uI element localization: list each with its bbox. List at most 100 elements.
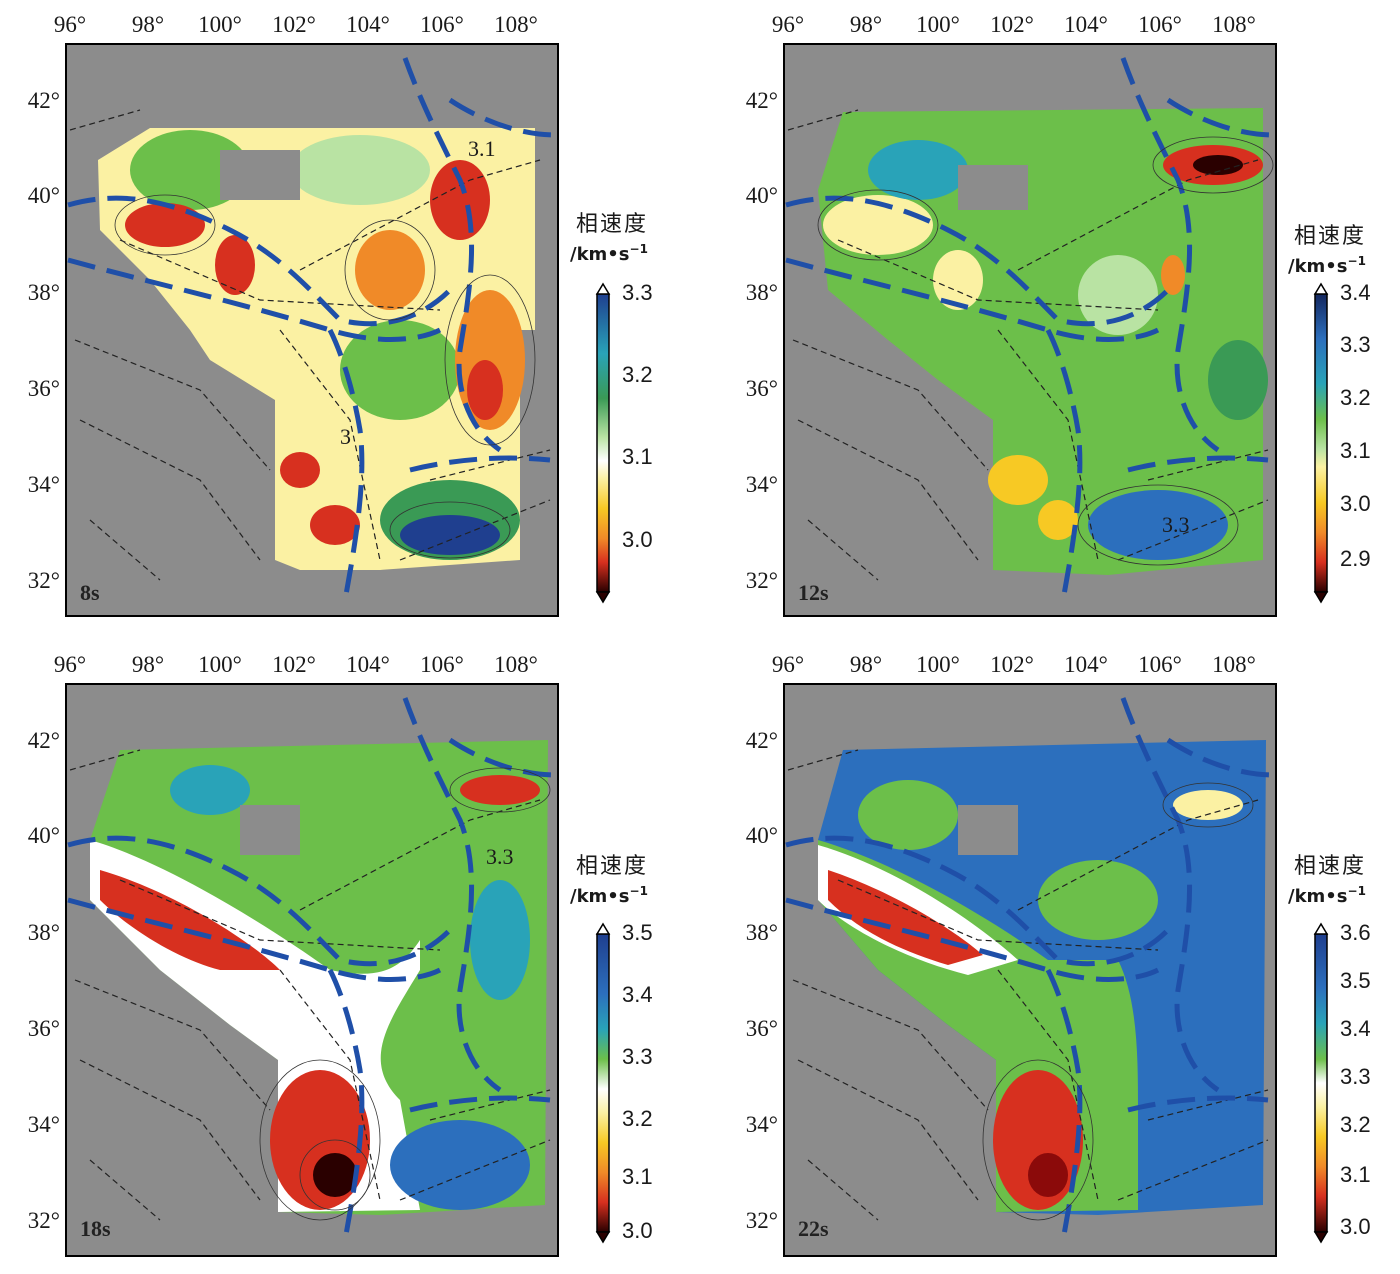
y-tick: 32° [745, 1208, 778, 1233]
colorbar-unit: /km•s−1 [570, 242, 648, 265]
x-tick: 102° [990, 652, 1034, 677]
y-tick: 42° [745, 88, 778, 113]
map-panel-8s: 96° 98° 100° 102° 104° 106° 108° 42° 40°… [0, 0, 700, 634]
period-label: 12s [798, 580, 829, 605]
colorbar-arrow-top [595, 282, 611, 295]
block-boundaries [67, 697, 556, 1241]
x-tick: 98° [849, 12, 883, 37]
colorbar [1314, 293, 1328, 593]
y-tick: 32° [745, 568, 778, 593]
colorbar-tick: 2.9 [1340, 546, 1371, 571]
fault-lines [69, 109, 551, 581]
period-label: 8s [80, 580, 100, 605]
tomography-map-18s [65, 683, 611, 1257]
x-tick: 96° [53, 652, 87, 677]
x-tick: 98° [131, 652, 165, 677]
x-tick: 104° [1064, 12, 1108, 37]
block-boundaries [785, 697, 1274, 1241]
colorbar [596, 933, 610, 1233]
y-tick: 34° [745, 472, 778, 497]
x-tick: 98° [849, 652, 883, 677]
colorbar-tick: 3.4 [622, 982, 653, 1007]
x-tick: 102° [272, 12, 316, 37]
map-panel-22s: 96° 98° 100° 102° 104° 106° 108° 42° 40°… [718, 640, 1400, 1274]
colorbar-tick: 3.0 [1340, 1214, 1371, 1239]
y-tick: 36° [745, 1016, 778, 1041]
map-panel-18s: 96° 98° 100° 102° 104° 106° 108° 42° 40°… [0, 640, 700, 1274]
colorbar [596, 293, 610, 593]
y-tick: 38° [745, 280, 778, 305]
colorbar-tick: 3.1 [1340, 1162, 1371, 1187]
contour-lines [259, 767, 551, 1221]
contour-label: 3 [340, 424, 351, 449]
y-tick: 42° [745, 728, 778, 753]
x-tick: 96° [53, 12, 87, 37]
y-tick: 38° [27, 920, 60, 945]
colorbar-unit: /km•s−1 [1288, 254, 1366, 277]
fault-lines [787, 749, 1269, 1221]
y-tick: 32° [27, 1208, 60, 1233]
colorbar-tick: 3.1 [622, 444, 653, 469]
colorbar-tick: 3.2 [1340, 1112, 1371, 1137]
x-tick: 100° [198, 12, 242, 37]
y-tick: 40° [27, 183, 60, 208]
colorbar-tick: 3.1 [622, 1164, 653, 1189]
x-tick: 104° [1064, 652, 1108, 677]
colorbar-title: 相速度 [1294, 854, 1367, 879]
y-tick: 40° [27, 823, 60, 848]
x-tick: 106° [420, 652, 464, 677]
coverage-region [98, 128, 535, 570]
period-label: 22s [798, 1216, 829, 1241]
x-tick: 104° [346, 12, 390, 37]
low-velocity-anomaly [125, 203, 205, 247]
colorbar-tick: 3.0 [1340, 491, 1371, 516]
x-tick: 104° [346, 652, 390, 677]
contour-lines [982, 782, 1254, 1221]
colorbar-tick: 3.3 [622, 1044, 653, 1069]
x-tick: 108° [1212, 652, 1256, 677]
map-panel-12s: 96° 98° 100° 102° 104° 106° 108° 42° 40°… [718, 0, 1400, 634]
contour-lines [817, 136, 1274, 566]
colorbar-tick: 3.2 [1340, 385, 1371, 410]
x-tick: 100° [916, 652, 960, 677]
x-tick: 100° [916, 12, 960, 37]
colorbar-tick: 3.3 [1340, 332, 1371, 357]
colorbar-tick: 3.4 [1340, 280, 1371, 305]
x-tick: 106° [1138, 652, 1182, 677]
colorbar-tick: 3.6 [1340, 920, 1371, 945]
block-boundaries [785, 57, 1274, 601]
contour-label: 3.3 [1162, 512, 1190, 537]
tomography-map-12s [783, 43, 1329, 617]
x-tick: 96° [771, 652, 805, 677]
x-tick: 102° [272, 652, 316, 677]
x-tick: 106° [420, 12, 464, 37]
tomography-map-22s [783, 683, 1329, 1257]
colorbar [1314, 933, 1328, 1233]
x-tick: 96° [771, 12, 805, 37]
y-tick: 34° [27, 472, 60, 497]
colorbar-tick: 3.1 [1340, 438, 1371, 463]
colorbar-arrow-bottom [595, 591, 611, 604]
fault-lines [787, 109, 1269, 581]
y-tick: 42° [27, 728, 60, 753]
y-tick: 42° [27, 88, 60, 113]
colorbar-tick: 3.0 [622, 527, 653, 552]
x-tick: 98° [131, 12, 165, 37]
block-boundaries [67, 57, 556, 601]
y-tick: 36° [27, 376, 60, 401]
fault-lines [69, 749, 551, 1221]
colorbar-tick: 3.2 [622, 1106, 653, 1131]
y-tick: 40° [745, 183, 778, 208]
x-tick: 100° [198, 652, 242, 677]
y-tick: 40° [745, 823, 778, 848]
y-tick: 34° [745, 1112, 778, 1137]
y-tick: 34° [27, 1112, 60, 1137]
x-tick: 108° [494, 12, 538, 37]
y-tick: 32° [27, 568, 60, 593]
period-label: 18s [80, 1216, 111, 1241]
colorbar-tick: 3.5 [1340, 968, 1371, 993]
x-tick: 108° [1212, 12, 1256, 37]
colorbar-title: 相速度 [576, 212, 649, 237]
contour-lines [114, 194, 536, 559]
x-tick: 102° [990, 12, 1034, 37]
